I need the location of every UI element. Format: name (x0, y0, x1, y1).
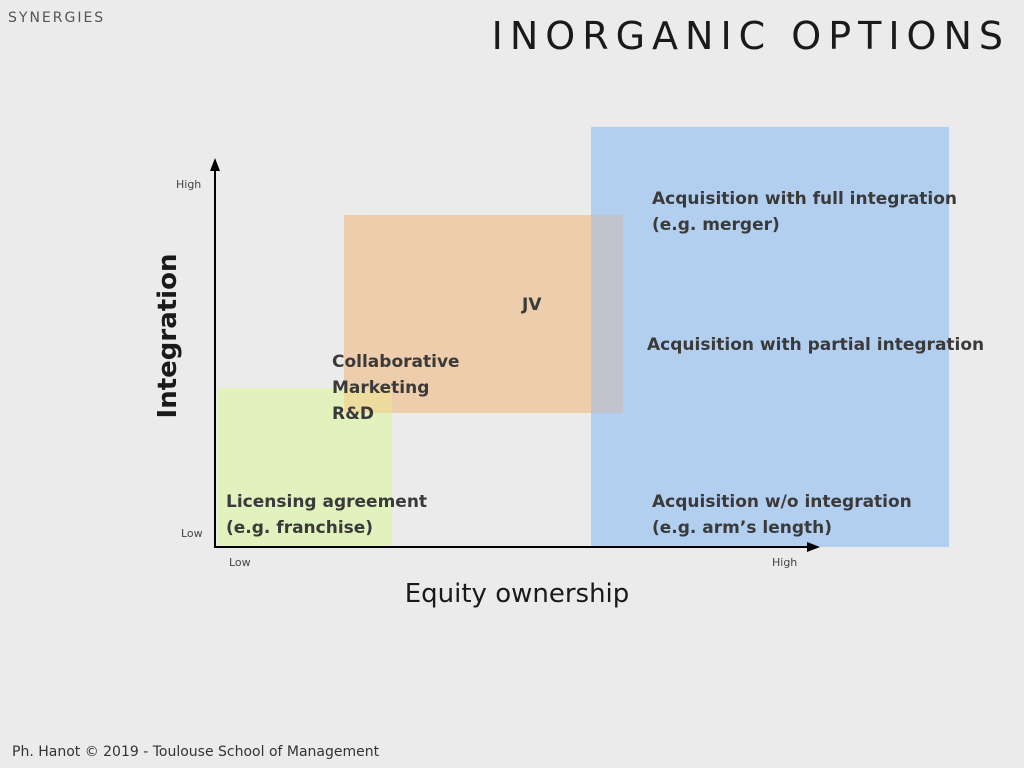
acquisition-none-label-line: (e.g. arm’s length) (652, 518, 832, 538)
y-axis-title: Integration (153, 253, 183, 419)
acquisition-full-label: Acquisition with full integration (e.g. … (652, 186, 957, 238)
collaborative-label: Collaborative Marketing R&D (332, 349, 460, 427)
green-orange-overlap (344, 388, 392, 413)
acquisition-full-label-line: Acquisition with full integration (652, 189, 958, 209)
acquisition-none-label: Acquisition w/o integration (e.g. arm’s … (652, 489, 912, 541)
slide-title: INORGANIC OPTIONS (491, 14, 1010, 58)
acquisition-full-label-line: (e.g. merger) (652, 215, 780, 235)
jv-region (344, 215, 623, 413)
licensing-region (217, 388, 392, 546)
footer-credit: Ph. Hanot © 2019 - Toulouse School of Ma… (12, 744, 380, 760)
licensing-label-line: (e.g. franchise) (226, 518, 374, 538)
acquisition-none-label-line: Acquisition w/o integration (652, 492, 912, 512)
collaborative-label-line: Collaborative (332, 352, 460, 372)
orange-blue-overlap (591, 215, 623, 413)
collaborative-label-line: Marketing (332, 378, 430, 398)
acquisition-partial-label: Acquisition with partial integration (647, 335, 985, 355)
y-tick-high: High (176, 178, 202, 191)
y-tick-low: Low (181, 527, 203, 540)
x-tick-low: Low (229, 556, 251, 569)
collaborative-label-line: R&D (332, 404, 375, 424)
x-tick-high: High (772, 556, 798, 569)
licensing-label: Licensing agreement (e.g. franchise) (226, 489, 427, 541)
section-label: SYNERGIES (8, 10, 106, 26)
y-axis-arrow (210, 158, 220, 171)
jv-label: JV (522, 295, 542, 315)
licensing-label-line: Licensing agreement (226, 492, 428, 512)
x-axis-arrow (807, 542, 820, 552)
acquisition-region (591, 127, 949, 547)
x-axis-title: Equity ownership (404, 579, 630, 609)
